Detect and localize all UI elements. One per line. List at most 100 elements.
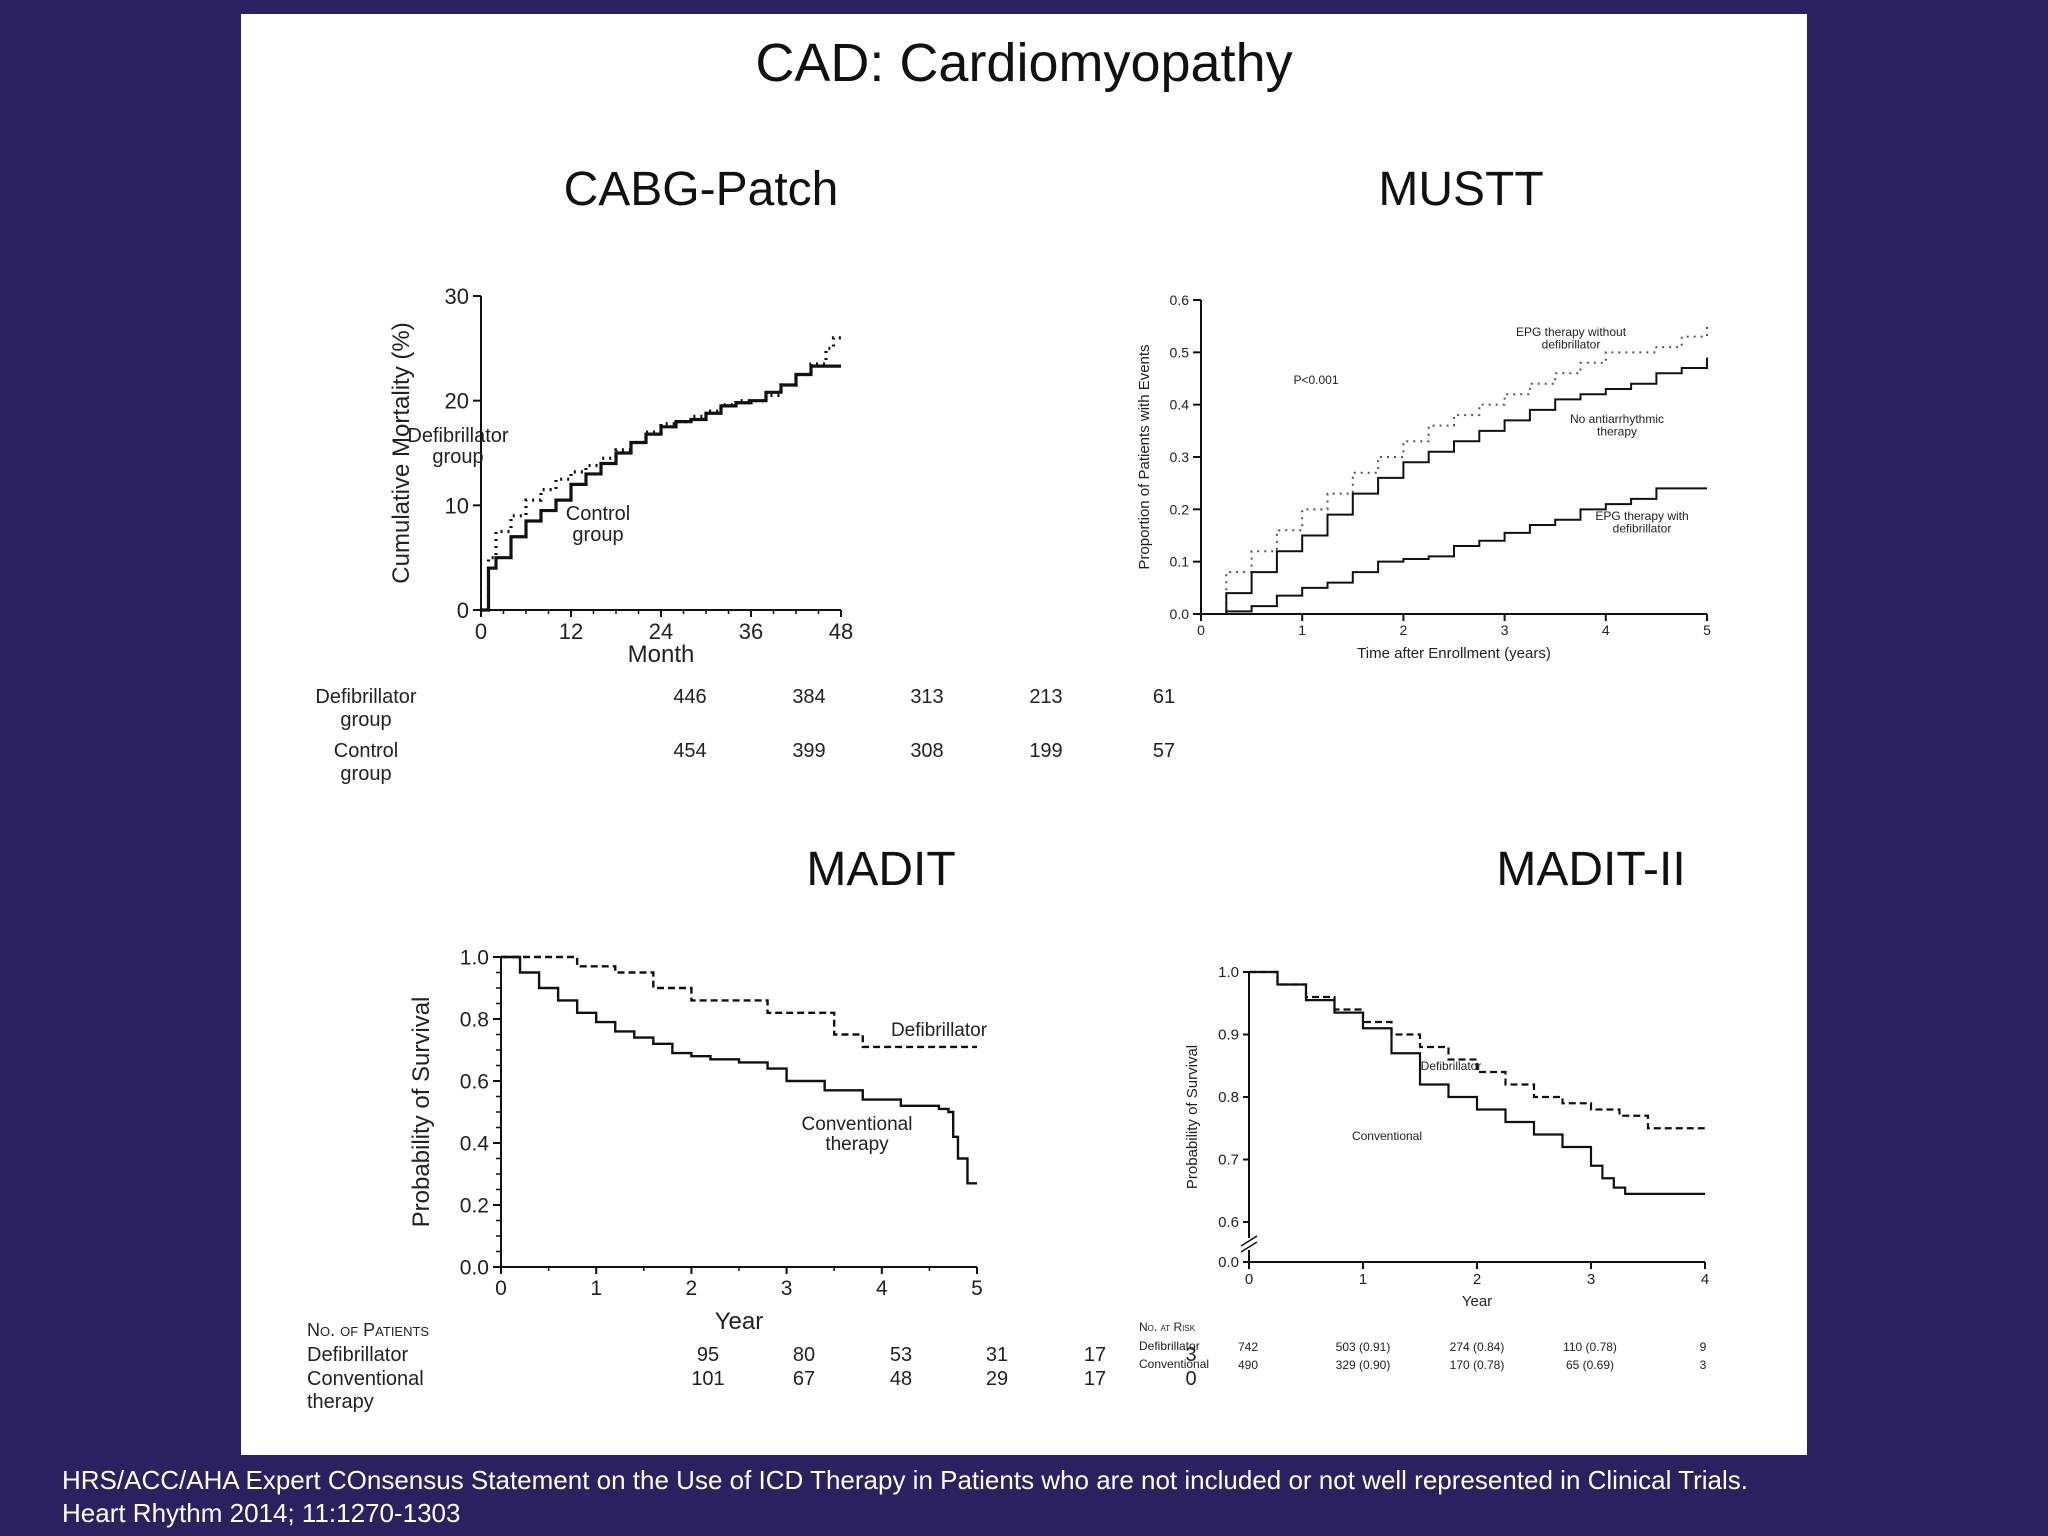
risk-cabg-cell: 454 (673, 740, 707, 762)
risk-madit-row-label: Conventional therapy (307, 1368, 457, 1414)
madit-axes-group: 0 1 2 3 4 5 0.0 0.2 0.4 0.6 0.8 1.0 Year Probability … (408, 947, 983, 1335)
footer-line-2: Heart Rhythm 2014; 11:1270-1303 (62, 1498, 461, 1528)
madit-y-tick-label: 0.0 (460, 1257, 489, 1280)
risk-cabg-cell: 384 (792, 686, 826, 708)
risk-cabg-cell: 57 (1152, 740, 1176, 762)
cabg-series-1-line (481, 336, 841, 612)
mustt-annotation-epg-without-line: EPG therapy without (1516, 325, 1627, 339)
risk-madit2-header: No. at Risk (1139, 1320, 1196, 1334)
cabg-annotation-control: Control group (566, 503, 630, 546)
madit-y-tick-label: 0.6 (460, 1071, 489, 1094)
risk-madit2-cell: 274 (0.84) (1449, 1340, 1505, 1354)
cabg-x-tick-label: 12 (559, 619, 583, 644)
cabg-y-tick-label: 0 (457, 598, 469, 623)
chart-mustt: 0 1 2 3 4 5 0.0 0.1 0.2 0.3 0.4 0.5 0.6 Time after En… (1136, 292, 1711, 662)
mustt-x-tick-label: 4 (1602, 622, 1610, 638)
madit-x-tick-label: 0 (495, 1277, 507, 1300)
mustt-series-1-line (1201, 326, 1708, 615)
risk-madit-cell: 80 (792, 1344, 816, 1366)
mustt-annotation-no-antiarrhythmic: No antiarrhythmic therapy (1570, 412, 1664, 439)
risk-madit-cell: 3 (1185, 1344, 1197, 1366)
cabg-annotation-defibrillator: Defibrillator group (407, 425, 508, 468)
risk-madit2-cell: 329 (0.90) (1335, 1358, 1391, 1372)
madit-annotation-conventional-line: Conventional (802, 1114, 913, 1135)
mustt-series-2-line (1201, 357, 1708, 615)
cabg-x-axis-label: Month (628, 641, 695, 668)
mustt-y-tick-label: 0.6 (1170, 292, 1190, 308)
madit-y-tick-label: 0.8 (460, 1009, 489, 1032)
risk-madit2-cell: 503 (0.91) (1335, 1340, 1391, 1354)
risk-madit-cell: 67 (792, 1368, 816, 1390)
cabg-series-2-line (481, 364, 841, 612)
chart-madit: 0 1 2 3 4 5 0.0 0.2 0.4 0.6 0.8 1.0 Year Probability … (408, 947, 988, 1335)
mustt-y-tick-label: 0.4 (1170, 397, 1190, 413)
risk-cabg-cell: 399 (792, 740, 826, 762)
risk-madit2-row-label-line: Defibrillator (1139, 1339, 1200, 1353)
cabg-x-tick-label: 48 (829, 619, 853, 644)
madit2-annotation-defibrillator: Defibrillator (1421, 1059, 1482, 1073)
madit-x-tick-label: 2 (686, 1277, 698, 1300)
mustt-p-value: P<0.001 (1293, 373, 1338, 387)
madit-series-2-line (501, 955, 977, 1185)
madit2-annotation-defibrillator-line: Defibrillator (1421, 1059, 1482, 1073)
mustt-x-tick-label: 3 (1501, 622, 1509, 638)
mustt-x-tick-label: 5 (1703, 622, 1711, 638)
risk-madit-row-label-line: therapy (307, 1391, 374, 1413)
madit2-y-tick-label: 1.0 (1218, 964, 1239, 981)
madit2-axis-break-mark (1240, 1241, 1258, 1253)
risk-table-madit: No. of Patients Defibrillator 95 80 53 31 17 3 C… (307, 1320, 1197, 1450)
mustt-y-tick-label: 0.1 (1170, 554, 1190, 570)
risk-cabg-row-label-line: Defibrillator (315, 686, 417, 708)
slide-panel: CAD: Cardiomyopathy CABG-Patch 0 12 24 36 48… (241, 14, 1807, 1455)
risk-madit-row-label-line: Defibrillator (307, 1344, 409, 1366)
mustt-y-tick-label: 0.0 (1170, 606, 1190, 622)
chart-title-mustt: MUSTT (1378, 163, 1544, 216)
mustt-annotation-epg-without: EPG therapy without defibrillator (1516, 325, 1627, 352)
risk-madit-cell: 48 (889, 1368, 913, 1390)
risk-cabg-row-label-line: Control (333, 740, 399, 762)
risk-madit-cell: 53 (889, 1344, 913, 1366)
cabg-x-tick-label: 24 (649, 619, 673, 644)
madit-y-tick-label: 0.2 (460, 1195, 489, 1218)
mustt-x-tick-label: 0 (1197, 622, 1205, 638)
risk-madit2-cell: 9 (1699, 1340, 1707, 1354)
madit-x-tick-label: 5 (971, 1277, 983, 1300)
madit2-axes-group: 0 1 2 3 4 0.0 0.6 0.7 0.8 0.9 1.0 Year Probability o… (1184, 964, 1709, 1310)
cabg-annotation-control-line: group (572, 524, 623, 546)
risk-madit-cell: 31 (985, 1344, 1009, 1366)
madit2-series-1-line (1249, 970, 1705, 1130)
risk-madit-row-label-line: Conventional (307, 1368, 424, 1390)
cabg-y-tick-label: 20 (445, 389, 469, 414)
madit2-x-axis-label: Year (1462, 1293, 1492, 1310)
mustt-x-tick-label: 1 (1298, 622, 1306, 638)
madit2-axis-break-mark (1240, 1235, 1258, 1247)
risk-cabg-row-label-line: group (340, 709, 392, 731)
footer-citation: HRS/ACC/AHA Expert COnsensus Statement o… (62, 1464, 1748, 1530)
risk-madit2-cell: 490 (1237, 1358, 1259, 1372)
risk-madit-header: No. of Patients (307, 1320, 430, 1340)
madit-annotation-defibrillator-line: Defibrillator (891, 1020, 988, 1041)
chart-madit-ii: 0 1 2 3 4 0.0 0.6 0.7 0.8 0.9 1.0 Year Probability o… (1184, 964, 1709, 1310)
madit2-x-tick-label: 1 (1359, 1271, 1367, 1288)
slide-title: CAD: Cardiomyopathy (755, 33, 1293, 93)
risk-madit2-cell: 3 (1699, 1358, 1707, 1372)
risk-madit-cell: 17 (1083, 1368, 1107, 1390)
mustt-annotation-epg-with-line: defibrillator (1613, 522, 1672, 536)
cabg-annotation-defibrillator-line: Defibrillator (407, 425, 508, 447)
risk-madit-cell: 101 (691, 1368, 725, 1390)
madit-annotation-defibrillator: Defibrillator (891, 1020, 988, 1041)
madit2-y-tick-label: 0.7 (1218, 1152, 1239, 1169)
risk-table-madit-ii: No. at Risk Defibrillator 742 503 (0.91) 274… (1139, 1320, 1739, 1390)
mustt-y-tick-label: 0.3 (1170, 449, 1190, 465)
madit2-y-axis-label: Probability of Survival (1184, 1045, 1201, 1189)
cabg-y-tick-label: 10 (445, 493, 469, 518)
chart-title-madit: MADIT (806, 843, 956, 896)
chart-title-cabg: CABG-Patch (563, 163, 839, 216)
madit2-x-tick-label: 0 (1245, 1271, 1253, 1288)
risk-madit-cell: 17 (1083, 1344, 1107, 1366)
mustt-annotation-epg-with: EPG therapy with defibrillator (1595, 509, 1688, 536)
risk-madit-row-label: Defibrillator (307, 1344, 457, 1367)
madit2-series-2-line (1249, 970, 1705, 1195)
risk-madit-cell: 29 (985, 1368, 1009, 1390)
madit2-annotation-conventional: Conventional (1352, 1129, 1422, 1143)
